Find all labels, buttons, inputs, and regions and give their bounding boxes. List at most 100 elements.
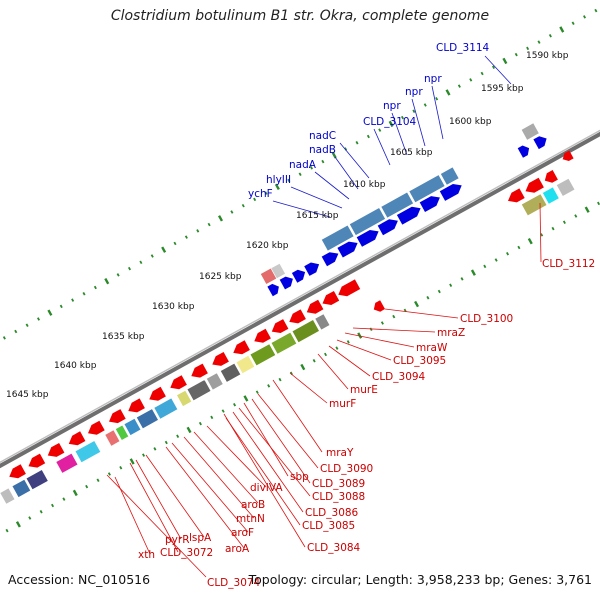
forward-leader-line (484, 55, 512, 85)
reverse-tick-track-tick (153, 447, 157, 451)
reverse-leader-line (251, 398, 311, 484)
reverse-gene-band (123, 417, 142, 436)
kbp-label: 1640 kbp (54, 361, 97, 371)
backbone-line-inner (0, 129, 600, 464)
genome-backbone (0, 129, 600, 469)
forward-gene-band (380, 191, 414, 219)
forward-tick-track-tick (241, 203, 245, 208)
forward-gene-label: npr (405, 86, 423, 98)
forward-gene-arrow (396, 206, 421, 225)
reverse-leader-line (129, 462, 179, 553)
forward-tick-track-tick (184, 235, 188, 239)
forward-leader-line (431, 85, 444, 140)
reverse-tick-track-tick (198, 421, 202, 426)
reverse-tick-track-tick (483, 264, 487, 269)
reverse-leader-line (289, 372, 328, 404)
forward-gene-band (408, 174, 446, 204)
reverse-tick-track-tick (562, 220, 566, 225)
reverse-tick-track-tick (357, 332, 363, 339)
forward-tick-track-tick (230, 210, 234, 214)
reverse-gene-arrow (525, 177, 544, 193)
reverse-tick-track-tick (28, 516, 32, 520)
reverse-gene-arrow (562, 150, 574, 161)
reverse-gene-label: CLD_3089 (312, 478, 365, 490)
kbp-label: 1610 kbp (343, 180, 386, 190)
kbp-label: 1615 kbp (296, 211, 339, 221)
map-title: Clostridium botulinum B1 str. Okra, comp… (110, 8, 490, 24)
forward-tick-track-tick (594, 8, 598, 13)
forward-gene-arrow (321, 252, 339, 267)
reverse-leader-line (232, 411, 304, 513)
reverse-leader-line (539, 202, 542, 263)
reverse-gene-arrow (544, 170, 558, 183)
forward-tick-track-tick (388, 120, 394, 128)
reverse-gene-label: CLD_3072 (160, 547, 213, 559)
reverse-gene-label: murF (329, 398, 356, 410)
forward-gene-label: CLD_3114 (436, 42, 490, 54)
reverse-gene-arrow (170, 375, 187, 390)
forward-tick-track-tick (400, 115, 405, 120)
forward-tick-track-tick (412, 109, 416, 114)
genome-stats-text: Topology: circular; Length: 3,958,233 bp… (248, 572, 592, 587)
reverse-gene-arrow (191, 363, 208, 378)
reverse-gene-band (104, 429, 121, 447)
reverse-tick-track-tick (5, 528, 9, 533)
reverse-gene-label: mraW (416, 342, 448, 354)
forward-tick-track-tick (173, 241, 177, 246)
forward-leader-line (290, 186, 343, 209)
reverse-tick-track-tick (96, 478, 100, 483)
forward-leader-line (334, 156, 359, 190)
reverse-gene-label: aroF (231, 527, 254, 539)
forward-leader-line (339, 142, 370, 179)
reverse-gene-arrow (306, 299, 324, 314)
forward-tick-track-tick (537, 40, 541, 44)
forward-tick-track-tick (14, 329, 18, 334)
reverse-gene-arrow (254, 328, 271, 343)
reverse-leader-line (257, 393, 319, 469)
reverse-tick-track-tick (221, 409, 225, 413)
forward-tick-track-tick (218, 215, 224, 222)
forward-gene-arrow (291, 269, 306, 283)
reverse-tick-track-tick (210, 415, 214, 420)
reverse-gene-label: mraZ (437, 327, 465, 339)
reverse-leader-line (193, 431, 259, 504)
reverse-gene-arrow (88, 420, 105, 435)
reverse-gene-label: CLD_3090 (320, 463, 373, 475)
reverse-tick-track-tick (164, 440, 168, 445)
forward-gene-label: npr (424, 73, 442, 85)
reverse-gene-arrow (271, 319, 289, 333)
reverse-tick-track-tick (551, 226, 555, 231)
forward-tick-track-tick (435, 96, 439, 101)
forward-tick-track-tick (36, 317, 41, 321)
reverse-tick-track-tick (574, 214, 578, 218)
forward-tick-track-tick (480, 71, 484, 76)
reverse-gene-arrow (508, 188, 525, 203)
reverse-tick-track-tick (414, 300, 420, 308)
kbp-label: 1590 kbp (526, 51, 569, 61)
forward-tick-track-tick (287, 178, 291, 183)
reverse-tick-track-tick (300, 363, 306, 371)
reverse-gene-label: CLD_3084 (307, 542, 361, 554)
forward-tick-track-tick (161, 246, 167, 253)
forward-gene-arrow (267, 283, 279, 297)
reverse-tick-track-tick (506, 252, 510, 256)
kbp-label: 1625 kbp (199, 272, 242, 282)
reverse-gene-arrow (68, 431, 86, 446)
forward-gene-band (320, 224, 355, 252)
forward-tick-track-tick (150, 254, 154, 258)
reverse-leader-line (344, 332, 415, 348)
reverse-leader-line (223, 413, 306, 548)
reverse-leader-line (238, 407, 311, 497)
forward-tick-track-tick (514, 52, 518, 57)
forward-tick-track-tick (423, 103, 427, 107)
reverse-gene-label: sbp (290, 471, 309, 483)
forward-gene-arrow (304, 262, 320, 276)
reverse-leader-line (328, 345, 371, 377)
forward-tick-track-tick (2, 336, 6, 340)
reverse-gene-band (186, 379, 212, 402)
reverse-tick-track-tick (470, 269, 476, 276)
reverse-gene-label: mraY (326, 447, 354, 459)
forward-tick-track-tick (207, 222, 211, 227)
forward-tick-track-tick (116, 273, 120, 277)
reverse-tick-track-tick (437, 289, 441, 294)
